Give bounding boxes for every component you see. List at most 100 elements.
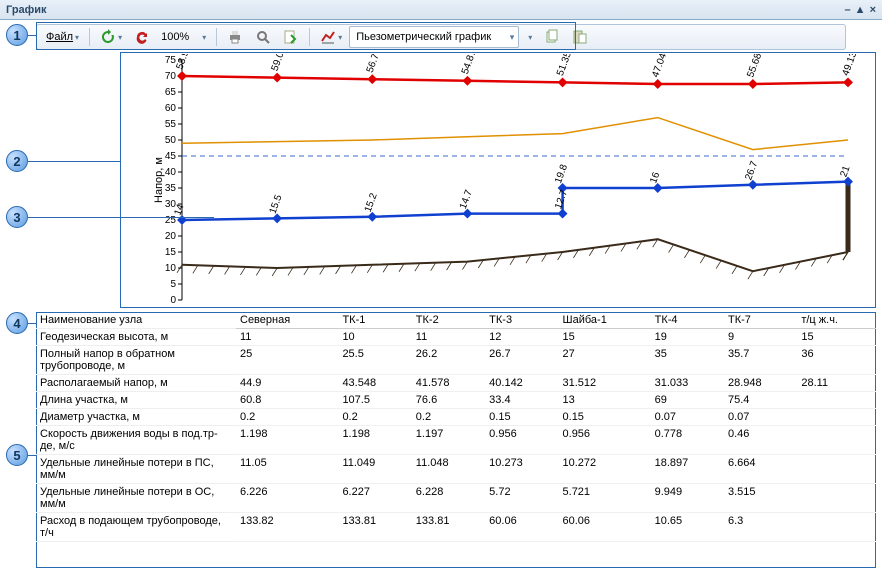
minimize-button[interactable]: – [845, 4, 851, 16]
callout-1: 1 [6, 24, 28, 46]
svg-text:26.7: 26.7 [743, 159, 760, 181]
row-label: Удельные линейные потери в ПС, мм/м [36, 455, 236, 484]
callout-4: 4 [6, 312, 28, 334]
print-preview-button[interactable] [250, 26, 276, 48]
table-cell [797, 455, 876, 484]
window-controls: – ▲ × [845, 4, 876, 16]
table-cell: 133.82 [236, 513, 338, 542]
table-cell: 15 [797, 329, 876, 346]
chart-svg: 05101520253035404550556065707558.959.055… [120, 54, 860, 306]
table-column-header: ТК-2 [412, 312, 485, 329]
svg-text:45: 45 [165, 151, 177, 162]
table-cell: 43.548 [338, 375, 411, 392]
table-cell: 18.897 [651, 455, 724, 484]
table-cell: 19 [651, 329, 724, 346]
table-cell: 35 [651, 346, 724, 375]
table-cell: 9 [724, 329, 797, 346]
svg-text:59.05: 59.05 [270, 54, 289, 73]
table-cell: 15 [559, 329, 651, 346]
row-label: Диаметр участка, м [36, 409, 236, 426]
table-cell: 133.81 [412, 513, 485, 542]
table-cell: 107.5 [338, 392, 411, 409]
chart-settings-button[interactable]: ▾ [315, 26, 347, 48]
table-cell: 33.4 [485, 392, 558, 409]
table-cell: 10.272 [559, 455, 651, 484]
file-menu[interactable]: Файл ▾ [41, 26, 84, 48]
table-cell: 6.664 [724, 455, 797, 484]
copy-button[interactable] [539, 26, 565, 48]
chart-type-dropdown[interactable]: ▾ [521, 26, 537, 48]
svg-text:65: 65 [165, 87, 177, 98]
refresh-button[interactable]: ▾ [95, 26, 127, 48]
table-cell: 11.048 [412, 455, 485, 484]
table-column-header: ТК-1 [338, 312, 411, 329]
table-column-header: ТК-4 [651, 312, 724, 329]
svg-text:12.7: 12.7 [553, 188, 570, 210]
reload-button[interactable] [129, 26, 155, 48]
table-cell [797, 409, 876, 426]
table-cell: 1.197 [412, 426, 485, 455]
table-row: Длина участка, м60.8107.576.633.4136975.… [36, 392, 876, 409]
row-label: Геодезическая высота, м [36, 329, 236, 346]
table-cell: 0.778 [651, 426, 724, 455]
table-cell: 27 [559, 346, 651, 375]
svg-text:10: 10 [165, 263, 177, 274]
table-cell: 69 [651, 392, 724, 409]
table-cell: 5.721 [559, 484, 651, 513]
svg-text:40: 40 [165, 167, 177, 178]
svg-text:0: 0 [170, 295, 176, 306]
toolbar-sep [309, 28, 310, 46]
svg-text:15: 15 [165, 247, 177, 258]
table-cell: 36 [797, 346, 876, 375]
table-cell: 0.2 [412, 409, 485, 426]
table-cell: 1.198 [338, 426, 411, 455]
table-cell: 25.5 [338, 346, 411, 375]
table-cell: 11.05 [236, 455, 338, 484]
close-button[interactable]: × [870, 4, 876, 16]
table-cell: 11 [412, 329, 485, 346]
table-cell: 28.11 [797, 375, 876, 392]
table-cell: 6.3 [724, 513, 797, 542]
row-label: Расход в подающем трубопроводе, т/ч [36, 513, 236, 542]
zoom-dropdown[interactable]: ▾ [195, 26, 211, 48]
svg-text:50: 50 [165, 135, 177, 146]
svg-text:35: 35 [165, 183, 177, 194]
callout-2: 2 [6, 150, 28, 172]
toolbar: Файл ▾ ▾ 100% ▾ ▾ Пьезометрический графи… [36, 24, 846, 50]
table-cell: 0.15 [485, 409, 558, 426]
table-cell: 0.2 [236, 409, 338, 426]
svg-text:60: 60 [165, 103, 177, 114]
svg-text:15.5: 15.5 [268, 193, 285, 215]
table-column-header: Шайба-1 [559, 312, 651, 329]
table-row: Удельные линейные потери в ОС, мм/м6.226… [36, 484, 876, 513]
table-cell: 75.4 [724, 392, 797, 409]
reload-red-icon [134, 29, 150, 45]
table-row: Удельные линейные потери в ПС, мм/м11.05… [36, 455, 876, 484]
table-cell: 76.6 [412, 392, 485, 409]
row-label: Располагаемый напор, м [36, 375, 236, 392]
table-row: Геодезическая высота, м111011121519915 [36, 329, 876, 346]
chart-type-combo[interactable]: Пьезометрический график [349, 26, 519, 48]
print-button[interactable] [222, 26, 248, 48]
table-row: Полный напор в обратном трубопроводе, м2… [36, 346, 876, 375]
table-cell: 44.9 [236, 375, 338, 392]
table-cell: 11.049 [338, 455, 411, 484]
svg-text:49.13: 49.13 [840, 54, 859, 77]
table-cell: 13 [559, 392, 651, 409]
table-row: Располагаемый напор, м44.943.54841.57840… [36, 375, 876, 392]
table-cell: 6.226 [236, 484, 338, 513]
callout-5: 5 [6, 444, 28, 466]
export-button[interactable] [278, 26, 304, 48]
svg-text:55.68: 55.68 [745, 54, 764, 79]
table-cell: 31.033 [651, 375, 724, 392]
table-cell: 0.07 [651, 409, 724, 426]
paste-button[interactable] [567, 26, 593, 48]
table-cell: 0.46 [724, 426, 797, 455]
maximize-button[interactable]: ▲ [855, 4, 866, 16]
table-column-header: Северная [236, 312, 338, 329]
table-cell: 133.81 [338, 513, 411, 542]
table-cell: 26.2 [412, 346, 485, 375]
table-cell [797, 426, 876, 455]
table-cell: 60.06 [559, 513, 651, 542]
svg-text:19.8: 19.8 [553, 163, 570, 185]
